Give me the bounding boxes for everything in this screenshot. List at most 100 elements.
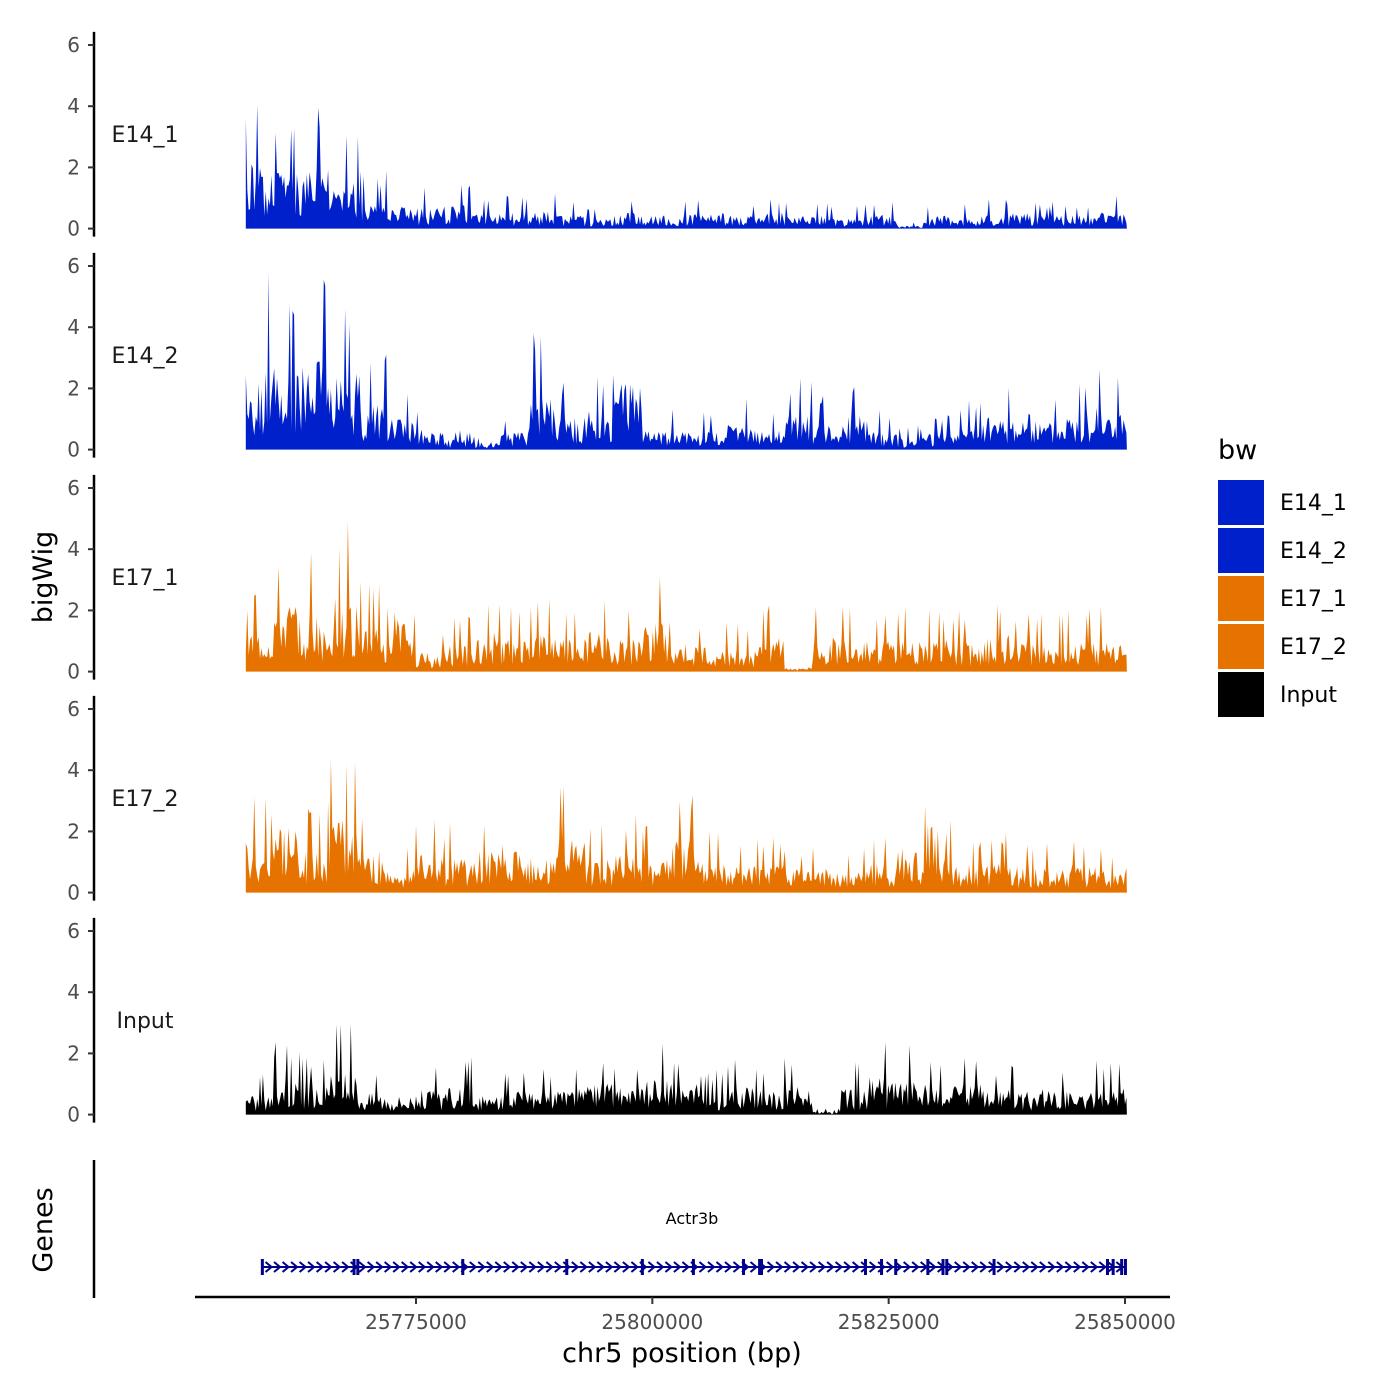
exon	[461, 1259, 465, 1275]
exon	[691, 1259, 695, 1275]
gene-panel: Actr3b Genes	[28, 1160, 1127, 1298]
exon	[1105, 1259, 1109, 1275]
y-tick-label: 4	[67, 315, 80, 339]
strand-arrow	[281, 1261, 291, 1273]
strand-arrow	[435, 1261, 444, 1273]
panel-e14-1: 0 2 4 6 E14_1	[67, 31, 1127, 241]
strand-arrow	[826, 1261, 835, 1273]
strand-arrow	[1081, 1261, 1090, 1273]
exon	[992, 1259, 996, 1275]
coverage-area-e17-1	[245, 520, 1127, 672]
genes-axis-title: Genes	[28, 1187, 59, 1272]
exon	[880, 1259, 884, 1275]
coverage-area-e14-1	[245, 105, 1127, 229]
strand-arrow	[698, 1261, 707, 1273]
strand-arrow	[868, 1261, 878, 1273]
panel-e17-1: 0 2 4 6 E17_1	[67, 474, 1127, 684]
exon	[742, 1259, 746, 1275]
legend-swatch-e14-2	[1218, 528, 1264, 573]
exon	[260, 1259, 264, 1275]
strand-arrow	[979, 1261, 988, 1273]
strand-arrow	[511, 1261, 520, 1273]
panel-input: 0 2 4 6 Input	[67, 917, 1127, 1127]
exon	[926, 1259, 930, 1275]
strand-arrow	[392, 1261, 401, 1273]
legend-title: bw	[1218, 435, 1257, 466]
y-tick-label: 6	[67, 919, 80, 943]
strand-arrow	[605, 1261, 614, 1273]
strand-arrow	[341, 1261, 350, 1273]
strand-arrow	[1090, 1261, 1099, 1273]
strand-arrow	[358, 1261, 367, 1273]
strand-arrow	[902, 1261, 912, 1273]
strand-arrow	[962, 1261, 971, 1273]
exon	[759, 1259, 763, 1275]
y-tick-label: 0	[67, 660, 80, 684]
strip-label-input: Input	[117, 1009, 174, 1034]
strand-arrow	[954, 1261, 963, 1273]
legend-swatch-input	[1218, 672, 1264, 717]
strand-arrow	[656, 1261, 665, 1273]
strand-arrow	[571, 1261, 580, 1273]
exon	[640, 1259, 644, 1275]
x-tick-label: 25800000	[601, 1310, 703, 1334]
exon	[1111, 1259, 1115, 1275]
strand-arrow	[596, 1261, 605, 1273]
strand-arrow	[766, 1261, 776, 1273]
strand-arrow	[1064, 1261, 1073, 1273]
x-tick-label: 25775000	[365, 1310, 467, 1334]
x-tick-label: 25850000	[1074, 1310, 1176, 1334]
strip-label-e14-1: E14_1	[112, 123, 179, 148]
strand-arrow	[681, 1261, 690, 1273]
y-tick-label: 2	[67, 155, 80, 179]
strand-arrow	[809, 1261, 818, 1273]
strand-arrow	[885, 1261, 895, 1273]
y-tick-label: 2	[67, 1041, 80, 1065]
strand-arrow	[452, 1261, 461, 1273]
strand-arrow	[800, 1261, 810, 1273]
strand-arrow	[749, 1261, 759, 1273]
x-axis: 25775000 25800000 25825000 25850000	[195, 1295, 1176, 1334]
strip-label-e17-2: E17_2	[112, 787, 179, 812]
legend-swatch-e14-1	[1218, 480, 1264, 525]
strand-arrow	[971, 1261, 980, 1273]
strand-arrow	[630, 1261, 639, 1273]
strand-arrow	[409, 1261, 418, 1273]
strand-arrow	[273, 1261, 282, 1273]
coverage-area-e14-2	[245, 273, 1127, 450]
strand-arrow	[486, 1261, 495, 1273]
strand-arrow	[928, 1261, 937, 1273]
exon	[1120, 1259, 1124, 1275]
strand-arrow	[673, 1261, 682, 1273]
strand-arrow	[732, 1261, 742, 1273]
panel-e17-2: 0 2 4 6 E17_2	[67, 695, 1127, 905]
strand-arrow	[792, 1261, 801, 1273]
strand-arrow	[1098, 1261, 1107, 1273]
coverage-panels: 0 2 4 6 E14_1 0 2 4 6 E14_2 0 2 4 6 E17_1 0 2 4 6 E17_2 0 2 4 6…	[67, 31, 1127, 1127]
gene-label: Actr3b	[666, 1209, 719, 1228]
exon	[565, 1259, 569, 1275]
strand-arrow	[834, 1261, 844, 1273]
strand-arrow	[426, 1261, 435, 1273]
strand-arrow	[783, 1261, 793, 1273]
legend-label-e14-2: E14_2	[1280, 539, 1347, 564]
legend: bw E14_1 E14_2 E17_1 E17_2 Input	[1218, 435, 1347, 717]
strand-arrow	[1056, 1261, 1065, 1273]
strand-arrow	[613, 1261, 622, 1273]
strand-arrow	[1030, 1261, 1039, 1273]
y-tick-label: 4	[67, 758, 80, 782]
y-tick-label: 6	[67, 254, 80, 278]
y-axis-title: bigWig	[28, 531, 59, 624]
strand-arrow	[851, 1261, 861, 1273]
strand-arrow	[817, 1261, 827, 1273]
y-tick-label: 4	[67, 980, 80, 1004]
strand-arrow	[554, 1261, 563, 1273]
strand-arrow	[537, 1261, 546, 1273]
y-tick-label: 2	[67, 376, 80, 400]
strand-arrow	[503, 1261, 512, 1273]
strand-arrow	[647, 1261, 656, 1273]
y-tick-label: 6	[67, 33, 80, 57]
strand-arrow	[715, 1261, 725, 1273]
coverage-area-e17-2	[245, 759, 1127, 893]
